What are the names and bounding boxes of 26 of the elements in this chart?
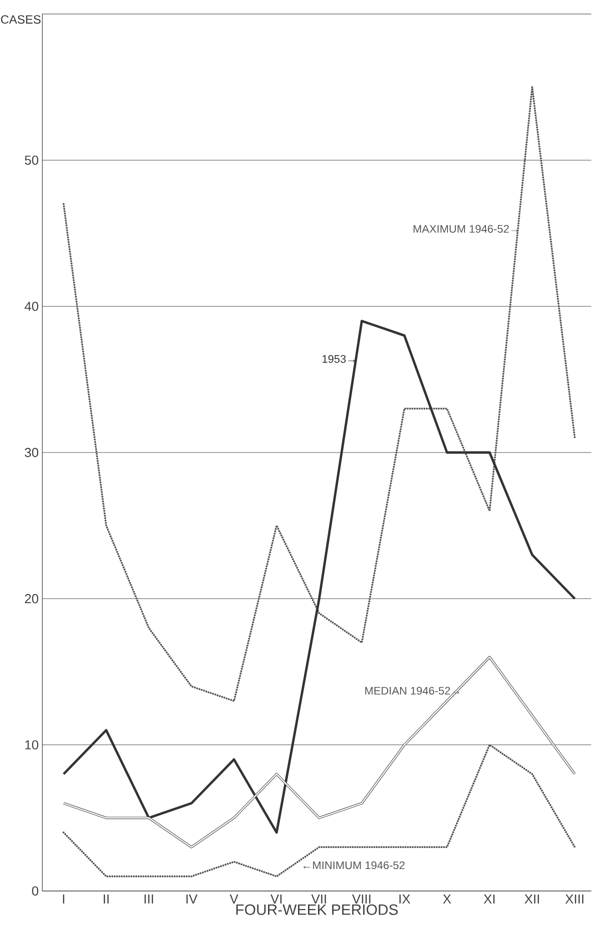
y-tick-label: 50 bbox=[24, 156, 38, 165]
x-tick-label: III bbox=[144, 894, 154, 904]
x-tick-label: II bbox=[104, 894, 109, 904]
x-tick-label: IV bbox=[186, 894, 198, 904]
y-tick-label: 0 bbox=[32, 886, 38, 896]
x-tick-label: X bbox=[442, 894, 452, 904]
series-label: ←MINIMUM 1946-52 bbox=[303, 861, 405, 870]
y-axis-title: CASES bbox=[1, 15, 41, 24]
y-tick-label: 10 bbox=[25, 740, 38, 750]
x-tick-label: VIII bbox=[352, 894, 370, 904]
x-axis-title: FOUR-WEEK PERIODS bbox=[236, 904, 398, 915]
x-tick-label: XIII bbox=[565, 894, 584, 904]
x-tick-label: VI bbox=[270, 894, 282, 904]
series-label: MAXIMUM 1946-52→ bbox=[414, 224, 518, 233]
y-tick-label: 30 bbox=[24, 448, 38, 458]
x-tick-label: V bbox=[230, 894, 238, 904]
series-label: 1953→ bbox=[322, 355, 355, 363]
y-tick-label: 40 bbox=[24, 302, 38, 311]
line-series bbox=[62, 656, 576, 848]
y-tick-label: 20 bbox=[24, 594, 38, 604]
x-tick-label: XI bbox=[484, 894, 495, 904]
x-tick-label: XII bbox=[524, 894, 539, 904]
x-tick-label: I bbox=[63, 894, 64, 904]
x-tick-label: IX bbox=[399, 894, 410, 904]
x-tick-label: VII bbox=[311, 894, 326, 904]
line-series bbox=[62, 320, 576, 834]
